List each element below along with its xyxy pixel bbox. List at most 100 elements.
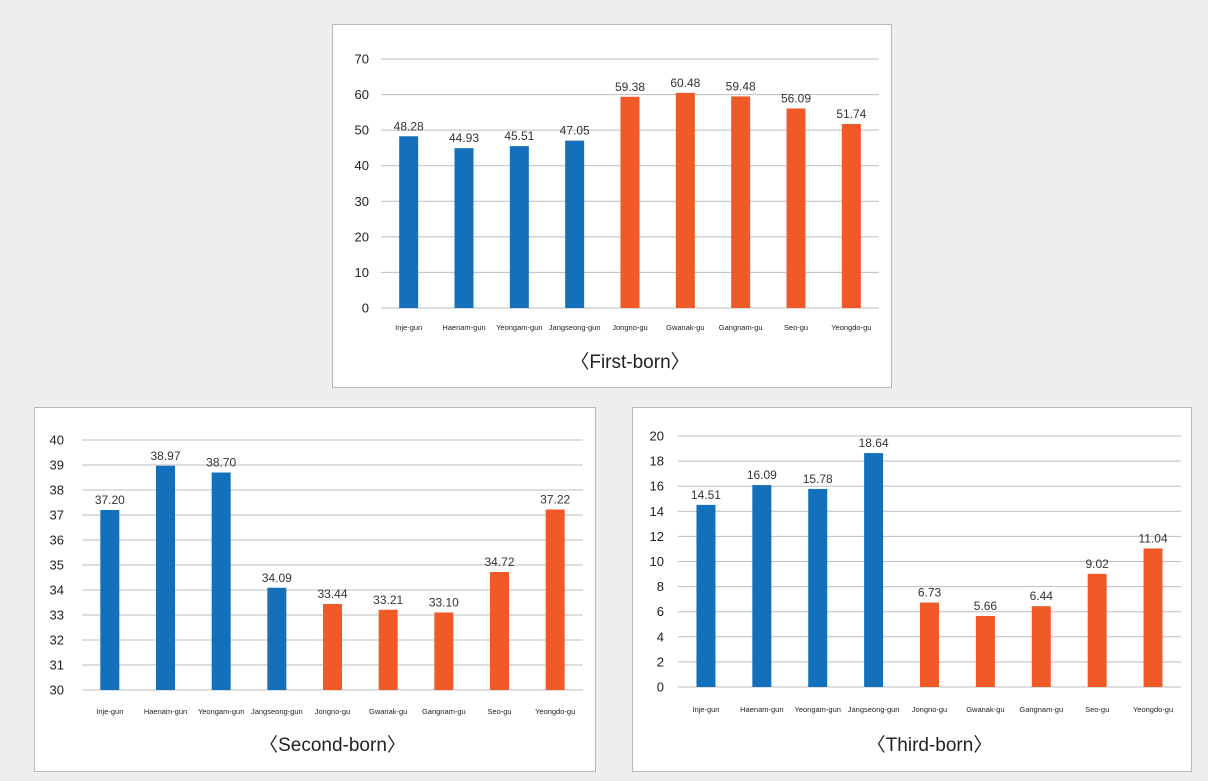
y-tick-label: 10 xyxy=(650,554,664,569)
bar xyxy=(620,96,640,308)
x-tick-label: Jongno-gu xyxy=(612,323,647,332)
data-label: 56.09 xyxy=(781,91,811,105)
y-tick-label: 50 xyxy=(355,123,369,138)
chart-title: 〈Third-born〉 xyxy=(867,734,993,756)
data-label: 59.38 xyxy=(615,80,645,94)
y-tick-label: 0 xyxy=(657,680,664,695)
y-tick-label: 20 xyxy=(650,429,664,444)
bar xyxy=(323,604,342,690)
bar xyxy=(1087,573,1107,687)
y-tick-label: 40 xyxy=(355,158,369,173)
y-tick-label: 16 xyxy=(650,479,664,494)
bar xyxy=(1143,548,1163,687)
bar xyxy=(509,146,529,308)
bar xyxy=(156,465,175,690)
x-tick-label: Yeongdo-gu xyxy=(535,707,575,716)
y-tick-label: 39 xyxy=(50,458,64,473)
bar xyxy=(808,488,828,687)
x-tick-label: Haenam-gun xyxy=(740,705,783,714)
x-tick-label: Jangseong-gun xyxy=(848,705,900,714)
chart-title: 〈Second-born〉 xyxy=(259,734,406,756)
bar xyxy=(545,509,565,690)
data-label: 38.70 xyxy=(206,456,236,470)
y-tick-label: 70 xyxy=(355,52,369,67)
y-tick-label: 12 xyxy=(650,529,664,544)
x-tick-label: Yeongam-gun xyxy=(795,705,841,714)
bar xyxy=(378,609,398,690)
data-label: 60.48 xyxy=(670,76,700,90)
bar xyxy=(696,504,716,687)
data-label: 6.44 xyxy=(1030,589,1054,603)
x-tick-label: Inje-gun xyxy=(96,707,123,716)
y-tick-label: 40 xyxy=(50,433,64,448)
y-tick-label: 20 xyxy=(355,229,369,244)
chart-panel-third-born: 0 2 4 6 8 10 12 14 16 18 20 14.51 Inje-gun 16.09 Haena… xyxy=(632,407,1192,772)
data-label: 18.64 xyxy=(859,436,889,450)
bar xyxy=(454,148,474,308)
x-tick-label: Gangnam-gu xyxy=(719,323,763,332)
x-tick-label: Gwanak-gu xyxy=(369,707,407,716)
bar xyxy=(786,108,806,308)
chart-third-born: 0 2 4 6 8 10 12 14 16 18 20 14.51 Inje-gun 16.09 Haena… xyxy=(650,429,1181,756)
y-tick-label: 37 xyxy=(50,508,64,523)
data-label: 37.20 xyxy=(95,493,125,507)
data-label: 6.73 xyxy=(918,586,942,600)
bar xyxy=(211,472,231,690)
y-tick-label: 8 xyxy=(657,579,664,594)
data-label: 44.93 xyxy=(449,131,479,145)
bar xyxy=(399,136,419,308)
y-tick-label: 36 xyxy=(50,533,64,548)
bar xyxy=(267,587,287,690)
x-tick-label: Seo-gu xyxy=(1085,705,1109,714)
x-tick-label: Seo-gu xyxy=(784,323,808,332)
x-tick-label: Jangseong-gun xyxy=(549,323,601,332)
data-label: 14.51 xyxy=(691,488,721,502)
x-tick-label: Gwanak-gu xyxy=(966,705,1004,714)
x-tick-label: Gangnam-gu xyxy=(422,707,466,716)
y-tick-label: 4 xyxy=(657,629,664,644)
y-tick-label: 14 xyxy=(650,504,664,519)
x-tick-label: Gangnam-gu xyxy=(1019,705,1063,714)
bar xyxy=(864,453,884,687)
data-label: 5.66 xyxy=(974,599,998,613)
bar xyxy=(434,612,454,690)
bar xyxy=(920,602,939,687)
bar xyxy=(100,510,120,690)
y-tick-label: 31 xyxy=(50,658,64,673)
chart-second-born: 30 31 32 33 34 35 36 37 38 39 40 37.20 Inje-gun 38.97… xyxy=(50,433,583,756)
x-tick-label: Gwanak-gu xyxy=(666,323,704,332)
data-label: 9.02 xyxy=(1085,557,1109,571)
y-tick-label: 2 xyxy=(657,654,664,669)
data-label: 59.48 xyxy=(726,79,756,93)
x-tick-label: Yeongdo-gu xyxy=(831,323,871,332)
data-label: 16.09 xyxy=(747,468,777,482)
chart-panel-second-born: 30 31 32 33 34 35 36 37 38 39 40 37.20 Inje-gun 38.97… xyxy=(34,407,596,772)
y-tick-label: 10 xyxy=(355,265,369,280)
y-tick-label: 30 xyxy=(355,194,369,209)
data-label: 33.44 xyxy=(317,587,347,601)
bar xyxy=(752,485,772,687)
x-tick-label: Haenam-gun xyxy=(144,707,187,716)
data-label: 45.51 xyxy=(504,129,534,143)
x-tick-label: Jongno-gu xyxy=(315,707,350,716)
x-tick-label: Yeongam-gun xyxy=(198,707,244,716)
bar xyxy=(675,92,695,308)
y-tick-label: 34 xyxy=(50,583,64,598)
data-label: 38.97 xyxy=(150,449,180,463)
data-label: 11.04 xyxy=(1138,531,1167,545)
y-tick-label: 32 xyxy=(50,633,64,648)
bar xyxy=(1031,606,1051,687)
y-tick-label: 35 xyxy=(50,558,64,573)
x-tick-label: Seo-gu xyxy=(487,707,511,716)
data-label: 33.21 xyxy=(373,593,403,607)
bar xyxy=(841,123,861,308)
x-tick-label: Jangseong-gun xyxy=(251,707,303,716)
bar xyxy=(490,572,509,690)
x-tick-label: Yeongam-gun xyxy=(496,323,542,332)
x-tick-label: Yeongdo-gu xyxy=(1133,705,1173,714)
x-tick-label: Inje-gun xyxy=(692,705,719,714)
data-label: 33.10 xyxy=(429,596,459,610)
y-tick-label: 30 xyxy=(50,683,64,698)
chart-first-born: 0 10 20 30 40 50 60 70 48.28 Inje-gun 44.93 Haenam-… xyxy=(355,52,879,373)
data-label: 34.09 xyxy=(262,571,292,585)
